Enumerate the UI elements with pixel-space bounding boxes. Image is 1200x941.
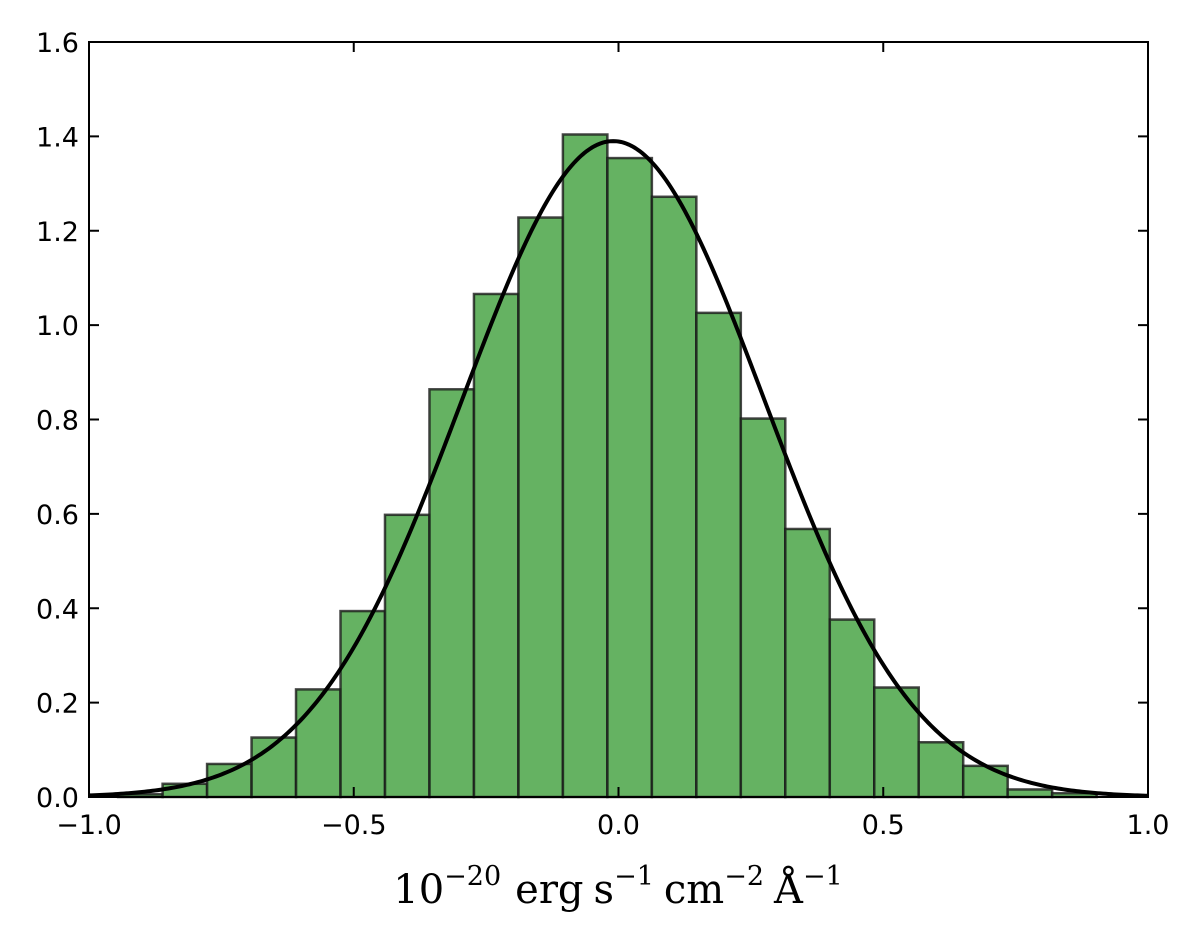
histogram-bar xyxy=(339,609,387,799)
histogram-bar xyxy=(606,156,654,799)
histogram-bars xyxy=(116,133,1098,799)
histogram-bar xyxy=(428,388,476,799)
histogram-bar xyxy=(517,216,565,799)
y-tick-label: 0.4 xyxy=(36,594,79,625)
x-axis-label-s: s xyxy=(594,867,615,913)
x-axis-label-s-exponent: −1 xyxy=(614,861,654,892)
histogram-bar xyxy=(1006,788,1054,799)
x-tick-label: 0.5 xyxy=(862,810,905,841)
y-tick-label: 1.0 xyxy=(36,311,79,342)
y-tick-label: 1.2 xyxy=(36,217,79,248)
y-tick-label: 0.6 xyxy=(36,500,79,531)
y-tick-label: 1.6 xyxy=(36,28,79,59)
histogram-bar xyxy=(472,292,520,799)
y-tick-label: 0.2 xyxy=(36,689,79,720)
y-tick-label: 1.4 xyxy=(36,122,79,153)
x-tick-label: 0.0 xyxy=(597,810,640,841)
axis-ticks xyxy=(88,41,1149,798)
axis-tick-labels: −1.0 −0.5 0.0 0.5 1.0 0.0 0.2 0.4 0.6 0.8 1.0 1.2 1.… xyxy=(36,28,1169,841)
histogram-bar xyxy=(828,618,876,799)
x-axis-label-base: 10 xyxy=(393,867,444,913)
histogram-bar xyxy=(561,133,609,799)
histogram-bar xyxy=(739,417,787,799)
x-axis-label-cm-exponent: −2 xyxy=(724,861,764,892)
histogram-bar xyxy=(695,311,743,799)
gaussian-fit-curve xyxy=(88,139,1149,798)
histogram-bar xyxy=(205,762,253,799)
x-axis-label-angstrom: Å xyxy=(773,866,804,913)
x-tick-label: 1.0 xyxy=(1127,810,1170,841)
x-tick-label: −1.0 xyxy=(56,810,122,841)
x-axis-label-cm: cm xyxy=(664,867,724,913)
histogram-bar xyxy=(961,764,1009,799)
histogram-bar xyxy=(383,513,431,799)
y-tick-label: 0.8 xyxy=(36,406,79,437)
histogram-bar xyxy=(650,195,698,799)
x-axis-label-angstrom-exponent: −1 xyxy=(803,861,843,892)
x-axis-label: 10−20 erg s−1 cm−2 Å−1 xyxy=(393,861,843,913)
x-axis-label-base-exponent: −20 xyxy=(444,861,501,892)
x-axis-label-erg: erg xyxy=(515,867,583,913)
histogram-bar xyxy=(250,736,298,799)
y-tick-label: 0.0 xyxy=(36,783,79,814)
x-tick-label: −0.5 xyxy=(321,810,387,841)
histogram-bar xyxy=(784,527,832,799)
histogram-bar xyxy=(917,741,965,799)
histogram-bar xyxy=(294,688,342,799)
